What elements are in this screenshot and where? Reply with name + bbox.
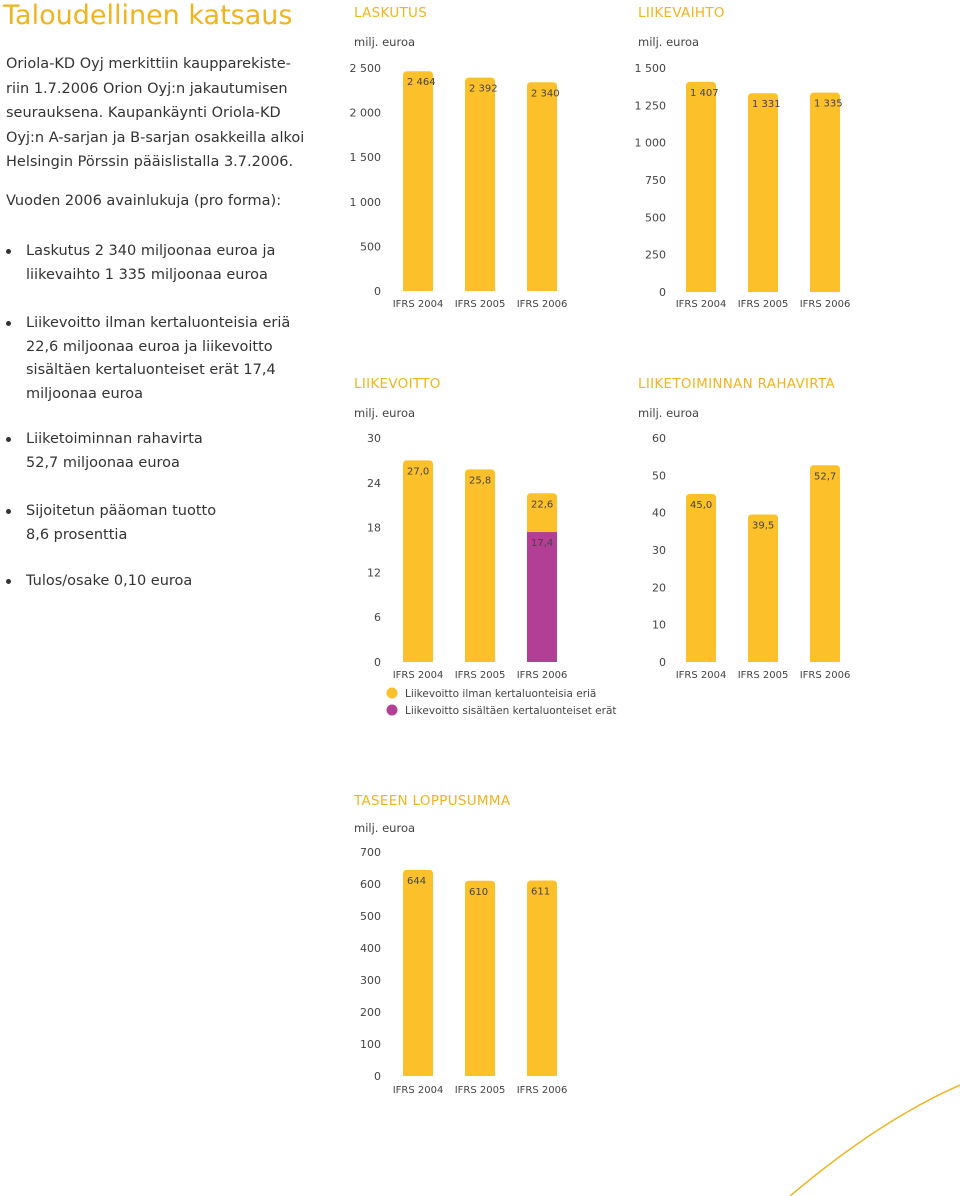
bullet-dot-icon	[6, 321, 11, 326]
bullet-line: Laskutus 2 340 miljoonaa euroa ja	[26, 243, 276, 259]
bullet-dot-icon	[6, 437, 11, 442]
bullet-line: Liikevoitto ilman kertaluonteisia eriä	[26, 315, 291, 331]
intro-line: riin 1.7.2006 Orion Oyj:n jakautumisen	[6, 80, 288, 97]
bullet-line: sisältäen kertaluonteiset erät 17,4	[26, 362, 276, 378]
intro-line: Oyj:n A-sarjan ja B-sarjan osakkeilla al…	[6, 129, 305, 146]
bullet-dot-icon	[6, 509, 11, 514]
intro-line: Oriola-KD Oyj merkittiin kaupparekiste-	[6, 56, 291, 72]
bullet-dot-icon	[6, 249, 11, 254]
bullet-line: liikevaihto 1 335 miljoonaa euroa	[26, 266, 268, 283]
bullet-line: Tulos/osake 0,10 euroa	[26, 573, 193, 589]
swoosh-curve	[789, 1084, 960, 1196]
bullet-line: Sijoitetun pääoman tuotto	[26, 503, 217, 519]
bullet-line: miljoonaa euroa	[26, 385, 144, 402]
bullet-line: 52,7 miljoonaa euroa	[26, 454, 180, 471]
intro-line: Helsingin Pörssin pääislistalla 3.7.2006…	[6, 154, 294, 170]
bullet-line: 8,6 prosenttia	[26, 526, 128, 543]
intro-line: seurauksena. Kaupankäynti Oriola-KD	[6, 105, 281, 121]
key-figures-heading: Vuoden 2006 avainlukuja (pro forma):	[6, 193, 282, 209]
bullet-dot-icon	[6, 579, 11, 584]
page-title: Taloudellinen katsaus	[3, 0, 293, 31]
bullet-line: Liiketoiminnan rahavirta	[26, 431, 203, 447]
bullet-line: 22,6 miljoonaa euroa ja liikevoitto	[26, 338, 273, 355]
intro-paragraph: Oriola-KD Oyj merkittiin kaupparekiste- …	[6, 52, 306, 175]
